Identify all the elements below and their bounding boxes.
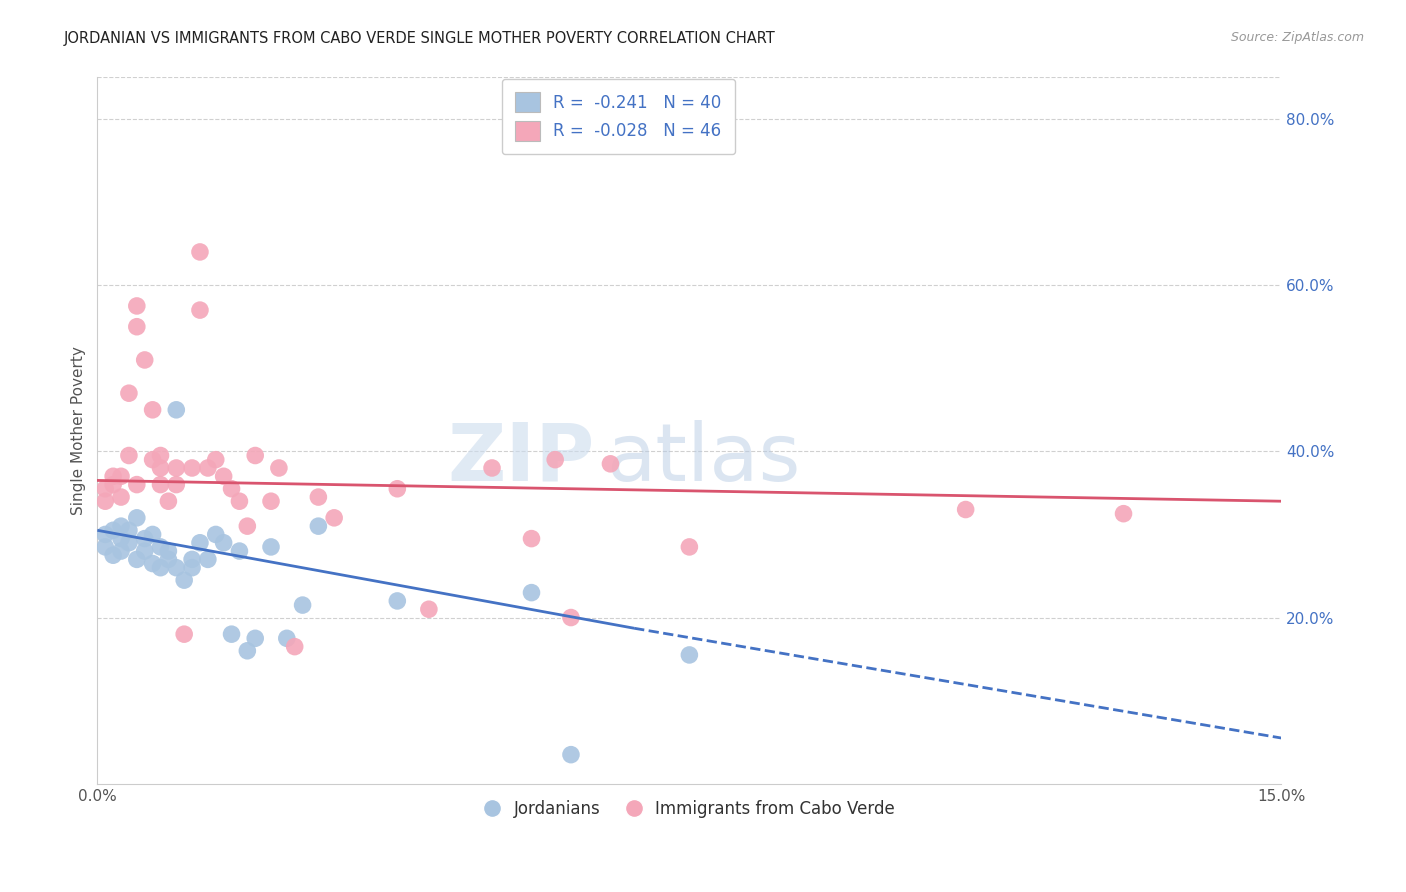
Point (544, 452, 567, 467)
Point (110, 544, 132, 558)
Point (94, 494, 117, 508)
Point (118, 524, 141, 538)
Point (125, 319, 148, 334)
Point (221, 627, 243, 641)
Text: ZIP: ZIP (447, 420, 595, 498)
Point (188, 535, 211, 549)
Point (204, 527, 226, 541)
Point (481, 461, 503, 475)
Point (110, 519, 132, 533)
Point (678, 540, 700, 554)
Point (173, 573, 195, 587)
Point (221, 482, 243, 496)
Point (94, 540, 117, 554)
Legend: Jordanians, Immigrants from Cabo Verde: Jordanians, Immigrants from Cabo Verde (477, 794, 901, 825)
Point (101, 524, 124, 538)
Y-axis label: Single Mother Poverty: Single Mother Poverty (72, 346, 86, 515)
Point (418, 602, 440, 616)
Point (520, 532, 543, 546)
Text: JORDANIAN VS IMMIGRANTS FROM CABO VERDE SINGLE MOTHER POVERTY CORRELATION CHART: JORDANIAN VS IMMIGRANTS FROM CABO VERDE … (63, 31, 775, 46)
Point (307, 519, 329, 533)
Point (110, 532, 132, 546)
Point (260, 494, 283, 508)
Point (236, 519, 259, 533)
Point (149, 461, 172, 475)
Point (110, 490, 132, 504)
Point (165, 560, 187, 574)
Point (173, 627, 195, 641)
Point (323, 511, 346, 525)
Point (181, 461, 204, 475)
Point (134, 544, 156, 558)
Point (118, 449, 141, 463)
Point (212, 535, 235, 549)
Point (245, 632, 267, 646)
Point (284, 640, 307, 654)
Point (236, 644, 259, 658)
Point (197, 461, 219, 475)
Point (307, 490, 329, 504)
Point (134, 532, 156, 546)
Point (142, 557, 165, 571)
Point (142, 527, 165, 541)
Point (149, 477, 172, 491)
Point (204, 452, 226, 467)
Point (110, 469, 132, 483)
Point (101, 469, 124, 483)
Point (197, 552, 219, 566)
Point (149, 449, 172, 463)
Point (142, 452, 165, 467)
Point (118, 535, 141, 549)
Point (157, 552, 180, 566)
Point (149, 540, 172, 554)
Text: atlas: atlas (606, 420, 801, 498)
Point (142, 402, 165, 417)
Point (181, 552, 204, 566)
Point (101, 548, 124, 562)
Point (599, 457, 621, 471)
Point (560, 610, 582, 624)
Point (291, 598, 314, 612)
Point (260, 540, 283, 554)
Point (165, 477, 187, 491)
Point (149, 560, 172, 574)
Point (118, 386, 141, 401)
Point (267, 461, 290, 475)
Point (157, 544, 180, 558)
Point (520, 585, 543, 599)
Point (94, 482, 117, 496)
Point (1112, 507, 1135, 521)
Point (276, 632, 298, 646)
Point (228, 544, 250, 558)
Point (157, 494, 180, 508)
Point (165, 461, 187, 475)
Point (125, 552, 148, 566)
Point (101, 477, 124, 491)
Point (245, 449, 267, 463)
Point (188, 244, 211, 259)
Point (94, 527, 117, 541)
Point (181, 560, 204, 574)
Point (125, 299, 148, 313)
Text: Source: ZipAtlas.com: Source: ZipAtlas.com (1230, 31, 1364, 45)
Point (228, 494, 250, 508)
Point (560, 747, 582, 762)
Point (212, 469, 235, 483)
Point (125, 477, 148, 491)
Point (188, 303, 211, 318)
Point (387, 482, 409, 496)
Point (678, 648, 700, 662)
Point (125, 511, 148, 525)
Point (165, 402, 187, 417)
Point (955, 502, 977, 516)
Point (134, 353, 156, 368)
Point (387, 594, 409, 608)
